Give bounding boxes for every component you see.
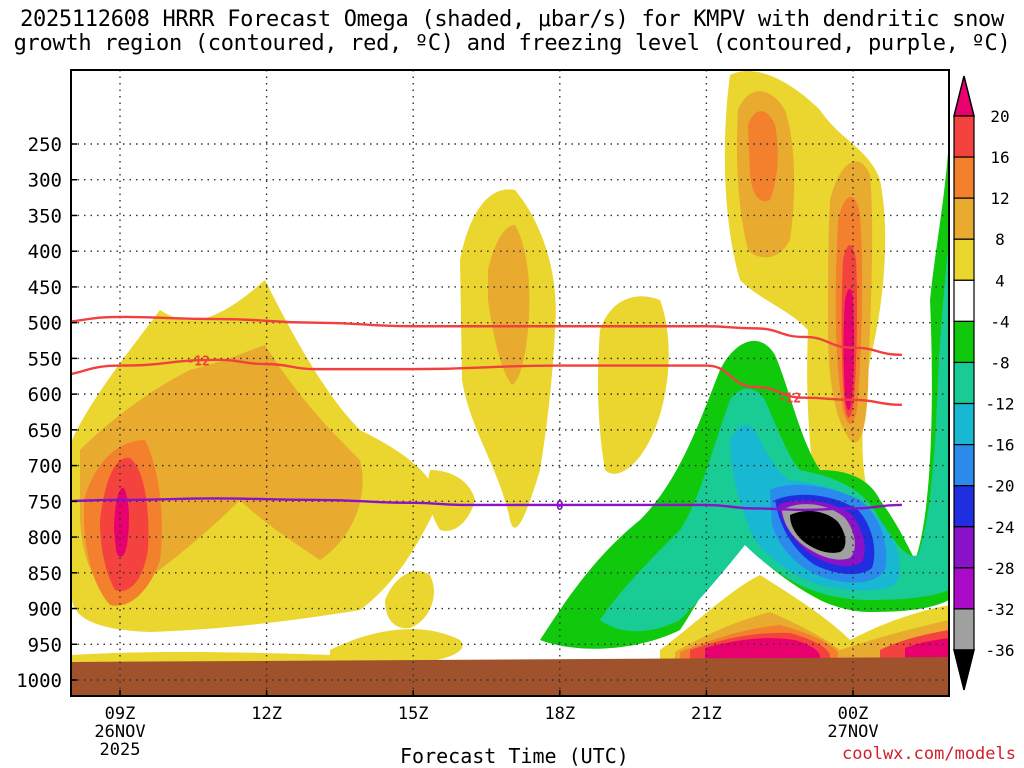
y-tick-label: 800 [28, 527, 62, 549]
plot-area: -12 0 -12 [71, 70, 949, 696]
colorbar-swatch [953, 526, 975, 569]
grid [71, 70, 949, 696]
omega-shade-neg-36 [790, 510, 846, 553]
colorbar-label: -32 [986, 600, 1015, 619]
x-date-label: 27NOV [827, 722, 878, 742]
colorbar-swatch [953, 485, 975, 528]
y-axis: 250 300 350 400 450 500 550 600 650 700 750 800 850 9… [16, 134, 77, 692]
colorbar-label: 16 [990, 148, 1009, 167]
x-tick-label: 09Z [105, 704, 136, 724]
colorbar-label: -4 [990, 312, 1009, 331]
omega-shade-pos-12 [748, 111, 778, 202]
y-tick-label: 1000 [16, 670, 62, 692]
colorbar-label: 12 [990, 189, 1009, 208]
chart-title-line-2: growth region (contoured, red, ºC) and f… [13, 31, 1011, 56]
x-date-label: 26NOV [94, 722, 145, 742]
contour-label: -12 [186, 355, 209, 370]
colorbar-swatch [953, 115, 975, 158]
x-tick-label: 00Z [838, 704, 869, 724]
contour-line [71, 315, 902, 357]
y-tick-label: 550 [28, 348, 62, 370]
colorbar-label: -8 [990, 353, 1009, 372]
chart-title-line-1: 2025112608 HRRR Forecast Omega (shaded, … [20, 7, 1004, 32]
colorbar-arrow-bottom [953, 649, 975, 691]
y-tick-label: 650 [28, 420, 62, 442]
colorbar-swatch [953, 608, 975, 651]
y-tick-label: 350 [28, 205, 62, 227]
x-tick-label: 15Z [398, 704, 429, 724]
y-tick-label: 950 [28, 634, 62, 656]
terrain [71, 657, 949, 696]
omega-shade-pos-4 [72, 651, 330, 662]
y-tick-label: 600 [28, 384, 62, 406]
y-tick-label: 450 [28, 277, 62, 299]
omega-shade-pos-8 [488, 225, 530, 385]
colorbar: 20 16 12 8 4 -4 -8 -12 -16 -20 -24 -28 -32 -36 [953, 75, 1015, 691]
contour-label: 0 [556, 499, 564, 514]
y-tick-label: 400 [28, 241, 62, 263]
contour-line [71, 358, 902, 407]
colorbar-swatch [953, 361, 975, 405]
colorbar-label: -36 [986, 641, 1015, 660]
omega-shade-pos-4 [428, 470, 475, 531]
contours: -12 0 -12 [71, 315, 902, 514]
colorbar-swatch [953, 279, 975, 322]
colorbar-swatch [953, 238, 975, 281]
site-credit[interactable]: coolwx.com/models [842, 744, 1016, 764]
omega-shade-pos-20 [905, 638, 949, 660]
omega-shade-pos-20 [114, 487, 129, 557]
y-tick-label: 300 [28, 170, 62, 192]
colorbar-swatch [953, 402, 975, 446]
omega-shade-pos-4 [597, 296, 669, 474]
colorbar-label: -24 [986, 518, 1015, 537]
colorbar-arrow-top [953, 75, 975, 117]
colorbar-label: 8 [995, 230, 1005, 249]
omega-shade-pos-20 [705, 638, 821, 660]
x-tick-label: 18Z [544, 704, 575, 724]
colorbar-swatch [953, 567, 975, 610]
omega-shade-pos-4 [385, 571, 434, 629]
y-tick-label: 250 [28, 134, 62, 156]
colorbar-label: -16 [986, 436, 1015, 455]
y-tick-label: 700 [28, 456, 62, 478]
x-tick-label: 21Z [691, 704, 722, 724]
plot-frame [70, 69, 950, 697]
contour-line [71, 497, 902, 512]
x-axis-title: Forecast Time (UTC) [400, 744, 629, 768]
colorbar-swatch [953, 320, 975, 364]
colorbar-label: -28 [986, 559, 1015, 578]
x-tick-label: 12Z [251, 704, 282, 724]
colorbar-swatch [953, 156, 975, 199]
y-tick-label: 750 [28, 491, 62, 513]
omega-shade-pos-4 [330, 629, 463, 662]
x-year-label: 2025 [100, 740, 141, 760]
y-tick-label: 500 [28, 313, 62, 335]
colorbar-label: 4 [995, 271, 1005, 290]
y-tick-label: 900 [28, 599, 62, 621]
colorbar-label: -12 [986, 395, 1015, 414]
omega-shade-pos-20 [843, 288, 855, 411]
colorbar-swatch [953, 444, 975, 487]
colorbar-label: -20 [986, 477, 1015, 496]
colorbar-label: 20 [990, 107, 1009, 126]
colorbar-swatch [953, 197, 975, 240]
y-tick-label: 850 [28, 563, 62, 585]
contour-label: -12 [778, 392, 801, 407]
